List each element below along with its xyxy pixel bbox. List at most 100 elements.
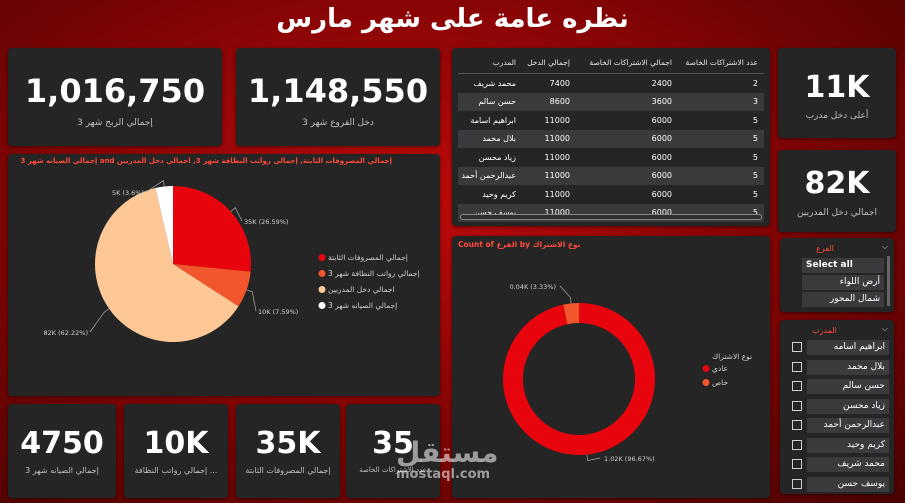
leader-line: [586, 454, 601, 461]
legend-dot[interactable]: [318, 286, 326, 293]
kpi-card-maintenance[interactable]: 4750 إجمالي الصيانه شهر 3: [8, 404, 116, 498]
table-cell: 8600: [549, 97, 570, 107]
checkbox[interactable]: [792, 381, 802, 391]
slicer-item-label: Select all: [802, 258, 884, 273]
legend-dot[interactable]: [702, 365, 710, 372]
kpi-card-private-subs[interactable]: 35 عدد الاشتراكات الخاصة: [346, 404, 440, 498]
legend-entry[interactable]: عادي: [712, 364, 728, 373]
table-row[interactable]: عبدالرحمن أحمد 11000 6000 5: [458, 166, 764, 185]
slicer-item-trainer[interactable]: ابراهيم اسامه: [780, 340, 894, 355]
watermark-sub: mostaql.com: [396, 467, 491, 482]
horizontal-scrollbar[interactable]: [460, 214, 762, 220]
pie-slice[interactable]: [563, 303, 579, 325]
kpi-card-profit[interactable]: 1,016,750 إجمالي الربح شهر 3: [8, 48, 222, 146]
slicer-item-trainer[interactable]: كريم وحيد: [780, 437, 894, 453]
slicer-item-trainer[interactable]: محمد شريف: [780, 457, 894, 472]
legend-dot[interactable]: [318, 302, 326, 309]
kpi-card-branch-income[interactable]: 1,148,550 دخل الفروع شهر 3: [236, 48, 440, 146]
slicer-item-label: يوسف حسن: [807, 476, 889, 492]
kpi-card-trainers-income[interactable]: 82K اجمالي دخل المدربين: [778, 150, 896, 232]
kpi-value: 4750: [20, 426, 104, 461]
legend-dot[interactable]: [318, 254, 326, 261]
expenses-pie-card[interactable]: إجمالي الصيانه شهر 3 and إجمالي المصروفا…: [8, 154, 440, 396]
slicer-scrollbar[interactable]: [887, 256, 890, 306]
kpi-label: إجمالي رواتب النظافة ...: [134, 466, 218, 475]
kpi-value: 35K: [255, 426, 321, 461]
slicer-title: المدرب: [812, 326, 837, 335]
table-cell: حسن سالم: [478, 97, 516, 107]
table-cell: 2400: [651, 78, 672, 88]
legend-entry[interactable]: خاص: [712, 378, 728, 387]
table-header-row: المدرب إجمالي الدخل اجمالي الاشتراكات ال…: [458, 52, 764, 74]
slicer-item-trainer[interactable]: زياد محسن: [780, 398, 894, 414]
table-cell: 6000: [651, 134, 672, 144]
kpi-value: 82K: [804, 166, 870, 201]
legend-entry[interactable]: إجمالي الصيانه شهر 3: [328, 301, 397, 310]
legend-entry[interactable]: إجمالي رواتب النظافة شهر 3: [328, 269, 420, 278]
pie-slice[interactable]: [155, 186, 173, 264]
watermark-logo: مستقل mostaql.com: [396, 438, 498, 482]
checkbox[interactable]: [792, 478, 802, 489]
slicer-item-branch[interactable]: Select all: [780, 258, 894, 273]
col-header-income[interactable]: إجمالي الدخل: [527, 58, 570, 67]
checkbox[interactable]: [792, 400, 802, 411]
leader-line: [89, 308, 110, 333]
slicer-item-trainer[interactable]: يوسف حسن: [780, 476, 894, 492]
legend-dot[interactable]: [318, 270, 326, 277]
table-cell: يوسف حسن: [473, 208, 516, 218]
chart-title: إجمالي الصيانه شهر 3 and إجمالي المصروفا…: [20, 157, 392, 165]
table-cell: 5: [752, 189, 758, 199]
checkbox[interactable]: [792, 342, 802, 352]
kpi-card-cleaning[interactable]: 10K إجمالي رواتب النظافة ...: [124, 404, 228, 498]
pie-slice[interactable]: [503, 303, 655, 455]
slicer-item-label: كريم وحيد: [807, 437, 889, 453]
checkbox[interactable]: [792, 459, 802, 469]
table-row[interactable]: حسن سالم 8600 3600 3: [458, 92, 764, 111]
legend-entry[interactable]: اجمالي دخل المدربين: [328, 285, 395, 294]
table-cell: محمد شريف: [473, 78, 516, 88]
checkbox[interactable]: [792, 420, 802, 430]
legend-dot[interactable]: [702, 379, 710, 386]
table-row[interactable]: زياد محسن 11000 6000 5: [458, 148, 764, 167]
table-cell: 3600: [651, 97, 672, 107]
page-title: نظره عامة على شهر مارس: [276, 4, 629, 34]
table-row[interactable]: ابراهيم اسامة 11000 6000 5: [458, 111, 764, 130]
col-header-private-count[interactable]: عدد الاشتراكات الخاصة: [685, 58, 758, 67]
pie-slice[interactable]: [173, 186, 251, 272]
slicer-item-label: حسن سالم: [807, 379, 889, 394]
table-cell: 5: [752, 208, 758, 218]
table-cell: 5: [752, 115, 758, 125]
leader-line: [230, 207, 243, 222]
data-label: 1.02K (96.67%): [604, 455, 655, 463]
table-cell: 3: [752, 97, 758, 107]
pie-slice[interactable]: [94, 187, 239, 342]
col-header-trainer[interactable]: المدرب: [492, 58, 516, 67]
chevron-down-icon[interactable]: ⌵: [881, 324, 888, 333]
table-row[interactable]: كريم وحيد 11000 6000 5: [458, 185, 764, 204]
branch-slicer[interactable]: ⌵ الفرع Select all أرض اللواء شمال المحور: [780, 238, 894, 312]
chevron-down-icon[interactable]: ⌵: [881, 242, 888, 251]
slicer-item-label: أرض اللواء: [802, 275, 884, 290]
slicer-item-branch[interactable]: شمال المحور: [780, 292, 894, 307]
table-cell: 6000: [651, 208, 672, 218]
slicer-item-trainer[interactable]: بلال محمد: [780, 359, 894, 375]
checkbox[interactable]: [792, 361, 802, 372]
checkbox[interactable]: [792, 439, 802, 450]
table-row[interactable]: محمد شريف 7400 2400 2: [458, 74, 764, 93]
kpi-card-fixed[interactable]: 35K إجمالي المصروفات الثابتة: [236, 404, 340, 498]
table-cell: 11000: [544, 152, 570, 162]
pie-slice[interactable]: [173, 264, 251, 307]
col-header-private-total[interactable]: اجمالي الاشتراكات الخاصة: [589, 58, 672, 67]
table-row[interactable]: بلال محمد 11000 6000 5: [458, 129, 764, 148]
kpi-label: أعلى دخل مدرب: [805, 111, 869, 121]
slicer-item-trainer[interactable]: عبدالرحمن أحمد: [780, 418, 894, 433]
subscription-donut-card[interactable]: Count of الفرع by نوع الاشتراك 1.02K (96…: [452, 236, 770, 498]
slicer-item-branch[interactable]: أرض اللواء: [780, 275, 894, 290]
trainer-slicer[interactable]: ⌵ المدرب ابراهيم اسامه بلال محمد حسن سالم ز…: [780, 320, 894, 494]
kpi-card-top-trainer[interactable]: 11K أعلى دخل مدرب: [778, 48, 896, 138]
trainer-table[interactable]: المدرب إجمالي الدخل اجمالي الاشتراكات ال…: [452, 48, 770, 226]
table-cell: 6000: [651, 171, 672, 181]
table-body: المدرب إجمالي الدخل اجمالي الاشتراكات ال…: [458, 52, 764, 222]
legend-entry[interactable]: إجمالي المصروفات الثابتة: [328, 253, 408, 262]
slicer-item-trainer[interactable]: حسن سالم: [780, 379, 894, 394]
